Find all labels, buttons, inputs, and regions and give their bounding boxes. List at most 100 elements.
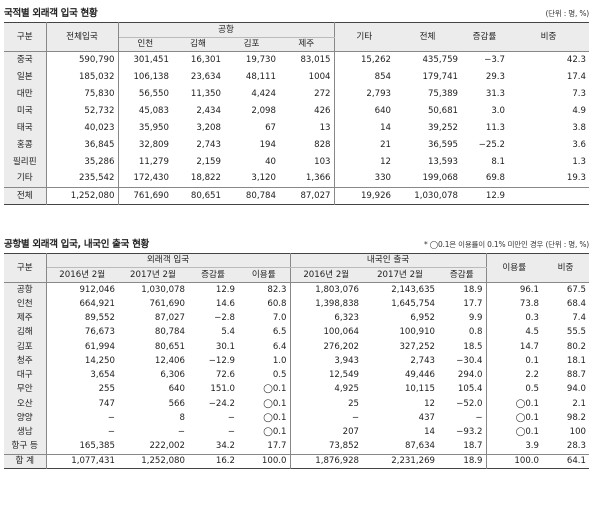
table-row: 전체 1,252,080 761,690 80,651 80,784 87,027 19,9… xyxy=(4,187,590,205)
cell-inu: 0.5 xyxy=(238,368,291,383)
cell-jeju: 1,366 xyxy=(279,170,335,188)
table1-body: 중국 590,790 301,451 16,301 19,730 83,015 15,262… xyxy=(4,51,590,205)
t2-header-out-2016: 2016년 2월 xyxy=(290,267,363,283)
cell-other: 21 xyxy=(380,139,392,150)
cell-gimhae: 2,743 xyxy=(196,139,221,150)
table-row: 기타 235,542 172,430 18,822 3,120 1,366 330 199,0… xyxy=(4,170,589,188)
table-row: 홍콩 36,845 32,809 2,743 194 828 21 36,595 −25.2 3.… xyxy=(4,136,589,154)
cell-out17: 327,252 xyxy=(399,341,436,352)
cell-jeju: 828 xyxy=(279,136,335,154)
cell-out17: 2,143,635 xyxy=(391,284,436,295)
cell-share: 100 xyxy=(569,427,587,438)
t2-header-category: 구분 xyxy=(4,253,47,283)
cell-share: 80.2 xyxy=(566,341,587,352)
table-row: 제주 89,552 87,027 −2.8 7.0 6,323 6,952 9.9 0.3 7.4 xyxy=(4,311,589,326)
cell-share: 98.2 xyxy=(566,413,587,424)
cell-inu: 1.0 xyxy=(238,353,291,369)
cell-inu: 100.0 xyxy=(238,453,291,469)
cell-in17: 761,690 xyxy=(149,298,185,309)
row-label: 인천 xyxy=(4,296,47,312)
cell-out16: 73,852 xyxy=(328,441,360,452)
table-row: 공항 912,046 1,030,078 12.9 82.3 1,803,076 2,143… xyxy=(4,282,589,297)
cell-gimhae: 2,159 xyxy=(196,156,221,167)
cell-in16: 14,250 xyxy=(84,355,115,366)
cell-total: 39,252 xyxy=(427,122,459,133)
cell-outu: 3.9 xyxy=(525,441,540,452)
cell-gimpo: 48,111 xyxy=(245,71,276,82)
cell-ing: − xyxy=(227,413,235,424)
cell-outu: 2.2 xyxy=(525,370,540,381)
cell-outu: 100.0 xyxy=(486,453,543,469)
cell-outg: 18.7 xyxy=(438,439,487,455)
cell-outu: 96.1 xyxy=(519,284,540,295)
cell-outu: 73.8 xyxy=(519,298,540,309)
cell-outg: 0.8 xyxy=(438,325,487,340)
header-airport-group: 공항 xyxy=(118,22,335,38)
cell-gimpo: 40 xyxy=(265,156,276,167)
header-category: 구분 xyxy=(4,22,47,52)
cell-share: 67.5 xyxy=(566,284,587,295)
t2-header-inbound: 외래객 입국 xyxy=(46,253,291,268)
cell-in17: 6,306 xyxy=(160,370,185,381)
cell-share: 3.6 xyxy=(572,139,587,150)
cell-other: 2,793 xyxy=(366,88,392,99)
airport-traffic-table: 구분 외래객 입국 내국인 출국 이용률 비중 2016년 2월 2017년 2… xyxy=(4,253,590,469)
cell-gimhae: 23,634 xyxy=(190,71,221,82)
table2-title: 공항별 외래객 입국, 내국인 출국 현황 xyxy=(4,239,149,250)
cell-share: 19.3 xyxy=(566,173,587,184)
cell-growth: 29.3 xyxy=(485,71,506,82)
cell-gimhae: 3,208 xyxy=(196,122,221,133)
cell-gimhae: 11,350 xyxy=(190,88,221,99)
cell-gimpo: 2,098 xyxy=(251,105,276,116)
cell-share: 28.3 xyxy=(566,441,587,452)
table-row: 김해 76,673 80,784 5.4 6.5 100,064 100,910 0.8 4.5… xyxy=(4,325,589,340)
cell-out16: 6,323 xyxy=(334,312,360,323)
row-label: 미국 xyxy=(4,102,47,120)
cell-out16: 4,925 xyxy=(334,384,360,395)
cell-outu: ◯0.1 xyxy=(515,427,540,438)
cell-outu: 4.5 xyxy=(525,327,540,338)
row-label: 오산 xyxy=(4,396,47,412)
cell-out17: 14 xyxy=(424,427,436,438)
cell-share: 68.4 xyxy=(566,298,587,309)
cell-ing: 16.2 xyxy=(188,453,238,469)
cell-out17: 87,634 xyxy=(404,441,436,452)
table-row: 합 계 1,077,431 1,252,080 16.2 100.0 1,876,928 2… xyxy=(4,453,590,469)
cell-ing: 34.2 xyxy=(215,441,235,452)
cell-gimpo: 80,784 xyxy=(224,187,279,205)
cell-outg: 18.5 xyxy=(438,339,487,354)
cell-jeju: 426 xyxy=(279,102,335,120)
t2-header-out-2017: 2017년 2월 xyxy=(362,267,439,283)
table2-body: 공항 912,046 1,030,078 12.9 82.3 1,803,076 2,143… xyxy=(4,282,590,469)
cell-outg: −52.0 xyxy=(438,396,487,412)
table-row: 필리핀 35,286 11,279 2,159 40 103 12 13,593 8.1 1.3 xyxy=(4,153,589,171)
table-row: 양양 −8− ◯0.1−437− ◯0.1 98.2 xyxy=(4,411,589,426)
cell-total_entry: 185,032 xyxy=(46,68,119,86)
cell-share: 7.3 xyxy=(572,88,587,99)
cell-gimpo: 19,730 xyxy=(245,54,276,65)
row-label: 생남 xyxy=(4,425,47,440)
cell-inu: 6.4 xyxy=(238,339,291,354)
cell-incheon: 45,083 xyxy=(138,105,169,116)
cell-out17: 12 xyxy=(424,398,436,409)
header-share: 비중 xyxy=(508,22,590,52)
cell-total: 179,741 xyxy=(422,71,459,82)
cell-outg: 17.7 xyxy=(438,296,487,312)
table2-unit: * ◯0.1은 이용률이 0.1% 미만인 경우 (단위 : 명, %) xyxy=(424,240,589,249)
cell-out17: 437 xyxy=(418,413,436,424)
cell-inu: ◯0.1 xyxy=(238,396,291,412)
cell-share: 7.4 xyxy=(572,312,587,323)
cell-total_entry: 52,732 xyxy=(46,102,119,120)
row-label: 공항 xyxy=(4,282,47,297)
cell-share: 1.3 xyxy=(572,156,587,167)
cell-out16: 3,943 xyxy=(334,355,360,366)
cell-in16: 747 xyxy=(98,398,115,409)
cell-out16: 276,202 xyxy=(323,341,360,352)
table-row: 대만 75,830 56,550 11,350 4,424 272 2,793 75,389 3… xyxy=(4,85,589,103)
cell-incheon: 56,550 xyxy=(138,88,169,99)
cell-share: 3.8 xyxy=(572,122,587,133)
cell-in17: 566 xyxy=(168,398,185,409)
cell-growth: 31.3 xyxy=(485,88,506,99)
cell-other: 19,926 xyxy=(334,187,395,205)
cell-gimpo: 194 xyxy=(259,139,276,150)
